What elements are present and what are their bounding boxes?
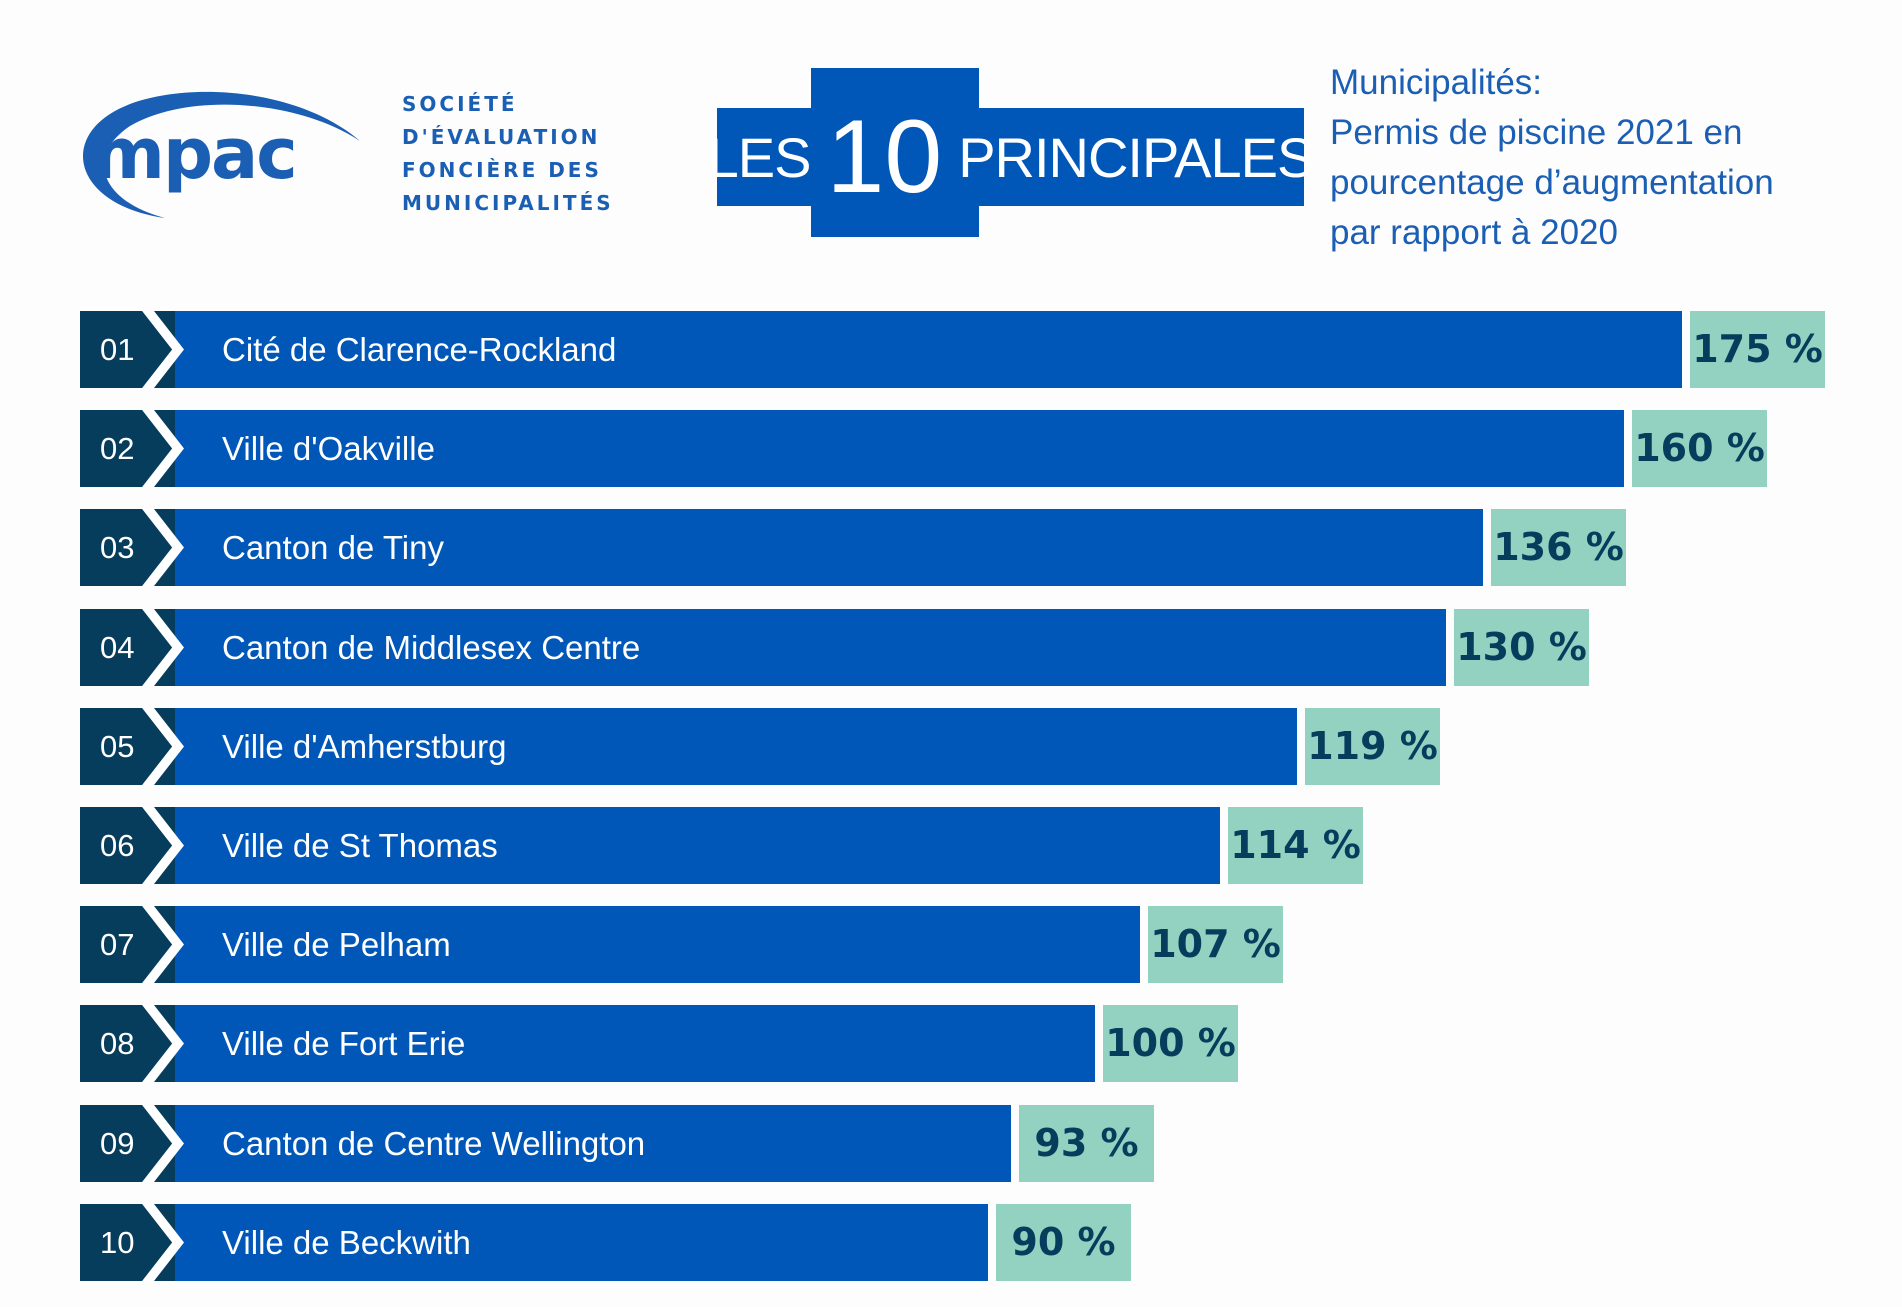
bar-row: 01 Cité de Clarence-Rockland 175 %: [80, 311, 1827, 388]
rank-number: 09: [100, 1125, 135, 1161]
rank-number: 01: [100, 332, 135, 367]
bar: [120, 1104, 1011, 1182]
value-label: 119 %: [1305, 707, 1440, 785]
bar-row: 09 Canton de Centre Wellington 93 %: [80, 1104, 1156, 1182]
bar-row: 07 Ville de Pelham 107 %: [80, 906, 1285, 984]
value-label: 175 %: [1690, 311, 1825, 388]
bar: [120, 1203, 988, 1281]
subtitle-line: pourcentage d’augmentation: [1330, 163, 1774, 202]
bar-label: Ville de Fort Erie: [222, 1025, 466, 1063]
chevron-icon: [142, 1005, 184, 1083]
bar: [120, 707, 1297, 785]
rank-number: 04: [100, 629, 135, 665]
bar-label: Cité de Clarence-Rockland: [222, 331, 617, 368]
chevron-icon: [142, 311, 184, 388]
chevron-icon: [142, 608, 184, 686]
organization-name: SOCIÉTÉ D'ÉVALUATION FONCIÈRE DES MUNICI…: [402, 88, 614, 220]
value-label: 114 %: [1228, 807, 1363, 884]
plus-shape-horizontal: [717, 108, 1304, 206]
headline-number: 10: [826, 99, 943, 215]
bar-row: 05 Ville d'Amherstburg 119 %: [80, 707, 1442, 785]
bar-row: 02 Ville d'Oakville 160 %: [80, 410, 1769, 488]
value-label: 93 %: [1019, 1104, 1154, 1182]
value-label: 160 %: [1632, 410, 1767, 488]
rank-number: 08: [100, 1026, 135, 1062]
chevron-icon: [142, 410, 184, 488]
bar-row: 03 Canton de Tiny 136 %: [80, 509, 1628, 587]
rank-number: 07: [100, 927, 135, 963]
chevron-icon: [142, 509, 184, 587]
org-line: FONCIÈRE DES: [402, 158, 602, 182]
chevron-icon: [142, 807, 184, 884]
subtitle-line: Permis de piscine 2021 en: [1330, 113, 1743, 152]
chevron-icon: [142, 1104, 184, 1182]
org-line: D'ÉVALUATION: [402, 125, 601, 149]
bar-row: 06 Ville de St Thomas 114 %: [80, 807, 1365, 884]
value-label: 100 %: [1103, 1005, 1238, 1083]
logo-text: mpac: [92, 113, 296, 195]
bar: [120, 509, 1483, 587]
org-line: MUNICIPALITÉS: [402, 191, 614, 215]
bar-label: Canton de Middlesex Centre: [222, 628, 641, 666]
bar: [120, 807, 1220, 884]
bar-label: Ville de St Thomas: [222, 827, 498, 864]
rank-number: 02: [100, 431, 135, 467]
headline: LES 10 PRINCIPALES: [708, 99, 1315, 215]
subtitle-line: par rapport à 2020: [1330, 213, 1618, 252]
bar-label: Ville d'Oakville: [222, 430, 435, 468]
bar: [120, 1005, 1095, 1083]
headline-suffix: PRINCIPALES: [958, 125, 1314, 189]
value-label: 107 %: [1148, 906, 1283, 984]
rank-number: 03: [100, 530, 135, 566]
value-label: 136 %: [1491, 509, 1626, 587]
bar-label: Canton de Centre Wellington: [222, 1124, 646, 1162]
bar-label: Ville de Beckwith: [222, 1223, 471, 1261]
rank-number: 05: [100, 728, 135, 764]
headline-prefix: LES: [707, 125, 812, 189]
bar: [120, 410, 1624, 488]
value-label: 130 %: [1454, 608, 1589, 686]
bar-label: Canton de Tiny: [222, 529, 444, 567]
mpac-logo: mpac: [82, 91, 360, 218]
rank-number: 06: [100, 828, 135, 863]
bar-row: 08 Ville de Fort Erie 100 %: [80, 1005, 1240, 1083]
org-line: SOCIÉTÉ: [402, 92, 518, 116]
chevron-icon: [142, 707, 184, 785]
bar-row: 04 Canton de Middlesex Centre 130 %: [80, 608, 1591, 686]
rank-number: 10: [100, 1224, 135, 1260]
bar: [120, 311, 1682, 388]
bar: [120, 906, 1140, 984]
bar-label: Ville d'Amherstburg: [222, 727, 507, 765]
chart-subtitle: Municipalités: Permis de piscine 2021 en…: [1330, 58, 1774, 258]
subtitle-line: Municipalités:: [1330, 63, 1543, 102]
bar-label: Ville de Pelham: [222, 926, 451, 964]
chevron-icon: [142, 906, 184, 984]
bar: [120, 608, 1446, 686]
bar-row: 10 Ville de Beckwith 90 %: [80, 1203, 1133, 1281]
chevron-icon: [142, 1203, 184, 1281]
value-label: 90 %: [996, 1203, 1131, 1281]
